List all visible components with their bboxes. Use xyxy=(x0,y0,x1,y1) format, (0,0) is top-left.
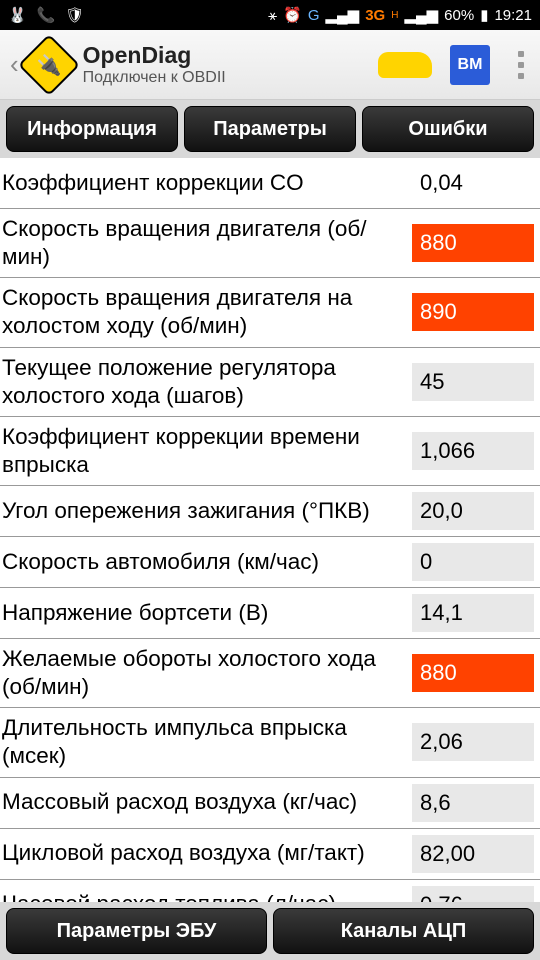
param-label: Массовый расход воздуха (кг/час) xyxy=(2,788,412,816)
param-value: 82,00 xyxy=(412,835,534,873)
param-label: Коэффициент коррекции CO xyxy=(2,169,412,197)
status-bar: 🐰 📞 🛡 ⚹ ⏰ G ▂▄▆ 3G H ▂▄▆ 60% ▮ 19:21 xyxy=(0,0,540,30)
network-h-icon: H xyxy=(391,10,398,21)
param-row[interactable]: Цикловой расход воздуха (мг/такт)82,00 xyxy=(0,829,540,880)
param-label: Часовой расход топлива (л/час) xyxy=(2,890,412,902)
param-row[interactable]: Скорость вращения двигателя на холостом … xyxy=(0,278,540,347)
network-3g-icon: 3G xyxy=(365,7,385,24)
param-row[interactable]: Желаемые обороты холостого хода (об/мин)… xyxy=(0,639,540,708)
app-logo-icon[interactable]: 🔌 xyxy=(18,33,80,95)
param-value: 880 xyxy=(412,224,534,262)
rabbit-icon: 🐰 xyxy=(8,6,27,24)
param-label: Цикловой расход воздуха (мг/такт) xyxy=(2,839,412,867)
param-row[interactable]: Скорость вращения двигателя (об/мин)880 xyxy=(0,209,540,278)
param-label: Текущее положение регулятора холостого х… xyxy=(2,354,412,410)
param-value: 20,0 xyxy=(412,492,534,530)
param-value: 14,1 xyxy=(412,594,534,632)
param-value: 1,066 xyxy=(412,432,534,470)
param-label: Скорость вращения двигателя на холостом … xyxy=(2,284,412,340)
param-label: Коэффициент коррекции времени впрыска xyxy=(2,423,412,479)
viber-icon: 📞 xyxy=(37,6,56,24)
param-row[interactable]: Текущее положение регулятора холостого х… xyxy=(0,348,540,417)
param-row[interactable]: Напряжение бортсети (В)14,1 xyxy=(0,588,540,639)
param-label: Длительность импульса впрыска (мсек) xyxy=(2,714,412,770)
param-label: Желаемые обороты холостого хода (об/мин) xyxy=(2,645,412,701)
param-label: Скорость автомобиля (км/час) xyxy=(2,548,412,576)
param-row[interactable]: Угол опережения зажигания (°ПКВ)20,0 xyxy=(0,486,540,537)
param-label: Напряжение бортсети (В) xyxy=(2,599,412,627)
tab-info[interactable]: Информация xyxy=(6,106,178,152)
tab-ecu-params[interactable]: Параметры ЭБУ xyxy=(6,908,267,954)
battery-icon: ▮ xyxy=(480,6,488,24)
tabs-top: Информация Параметры Ошибки xyxy=(0,100,540,158)
signal-icon: ▂▄▆ xyxy=(326,6,360,24)
param-row[interactable]: Скорость автомобиля (км/час)0 xyxy=(0,537,540,588)
network-g-icon: G xyxy=(308,7,320,24)
app-title: OpenDiag xyxy=(83,42,378,69)
param-label: Скорость вращения двигателя (об/мин) xyxy=(2,215,412,271)
param-value: 0 xyxy=(412,543,534,581)
tabs-bottom: Параметры ЭБУ Каналы АЦП xyxy=(0,902,540,960)
bluetooth-icon: ⚹ xyxy=(268,7,277,24)
param-value: 2,06 xyxy=(412,723,534,761)
bluetooth-button[interactable]: BM xyxy=(450,45,490,85)
tab-adc-channels[interactable]: Каналы АЦП xyxy=(273,908,534,954)
param-value: 8,6 xyxy=(412,784,534,822)
app-header: ‹ 🔌 OpenDiag Подключен к OBDII BM xyxy=(0,30,540,100)
tab-params[interactable]: Параметры xyxy=(184,106,356,152)
alarm-icon: ⏰ xyxy=(283,6,302,24)
param-label: Угол опережения зажигания (°ПКВ) xyxy=(2,497,412,525)
param-row[interactable]: Массовый расход воздуха (кг/час)8,6 xyxy=(0,778,540,829)
param-row[interactable]: Длительность импульса впрыска (мсек)2,06 xyxy=(0,708,540,777)
param-value: 890 xyxy=(412,293,534,331)
param-row[interactable]: Часовой расход топлива (л/час)0,76 xyxy=(0,880,540,903)
param-value: 45 xyxy=(412,363,534,401)
param-value: 0,04 xyxy=(412,164,534,202)
app-subtitle: Подключен к OBDII xyxy=(83,69,378,87)
car-icon[interactable] xyxy=(378,52,432,78)
overflow-menu-icon[interactable] xyxy=(508,51,534,79)
battery-pct: 60% xyxy=(444,7,474,24)
tab-errors[interactable]: Ошибки xyxy=(362,106,534,152)
clock: 19:21 xyxy=(494,7,532,24)
param-value: 880 xyxy=(412,654,534,692)
signal2-icon: ▂▄▆ xyxy=(404,6,438,24)
param-row[interactable]: Коэффициент коррекции времени впрыска1,0… xyxy=(0,417,540,486)
parameter-list[interactable]: Коэффициент коррекции CO0,04Скорость вра… xyxy=(0,158,540,902)
param-row[interactable]: Коэффициент коррекции CO0,04 xyxy=(0,158,540,209)
shield-icon: 🛡 xyxy=(65,6,84,24)
param-value: 0,76 xyxy=(412,886,534,903)
